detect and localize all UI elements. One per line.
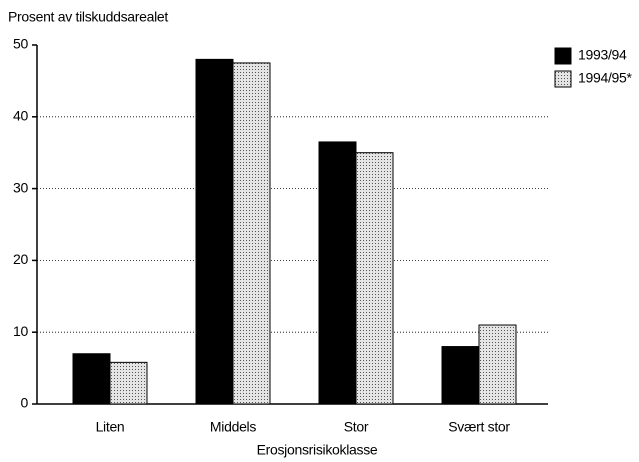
x-tick-label: Svært stor: [448, 419, 510, 435]
x-axis-label: Erosjonsrisikoklasse: [257, 442, 378, 458]
legend-swatch: [554, 47, 572, 65]
y-tick-label: 10: [13, 323, 28, 339]
x-tick-label: Stor: [344, 419, 369, 435]
y-tick-label: 30: [13, 179, 28, 195]
bar: [232, 62, 271, 405]
bar: [441, 346, 480, 405]
y-tick-label: 50: [13, 36, 28, 52]
y-axis-label: Prosent av tilskuddsarealet: [8, 9, 168, 25]
bar: [478, 324, 517, 405]
bar: [109, 361, 148, 405]
x-tick-label: Middels: [210, 419, 256, 435]
bar: [195, 58, 234, 405]
y-tick-label: 20: [13, 251, 28, 267]
bar: [355, 152, 394, 405]
x-tick-label: Liten: [96, 419, 125, 435]
legend-swatch: [554, 70, 572, 88]
legend-label: 1994/95*: [578, 70, 633, 86]
y-tick-label: 0: [21, 395, 29, 411]
bar: [72, 353, 111, 405]
bar: [318, 141, 357, 405]
legend-label: 1993/94: [578, 47, 627, 63]
y-tick-label: 40: [13, 108, 28, 124]
